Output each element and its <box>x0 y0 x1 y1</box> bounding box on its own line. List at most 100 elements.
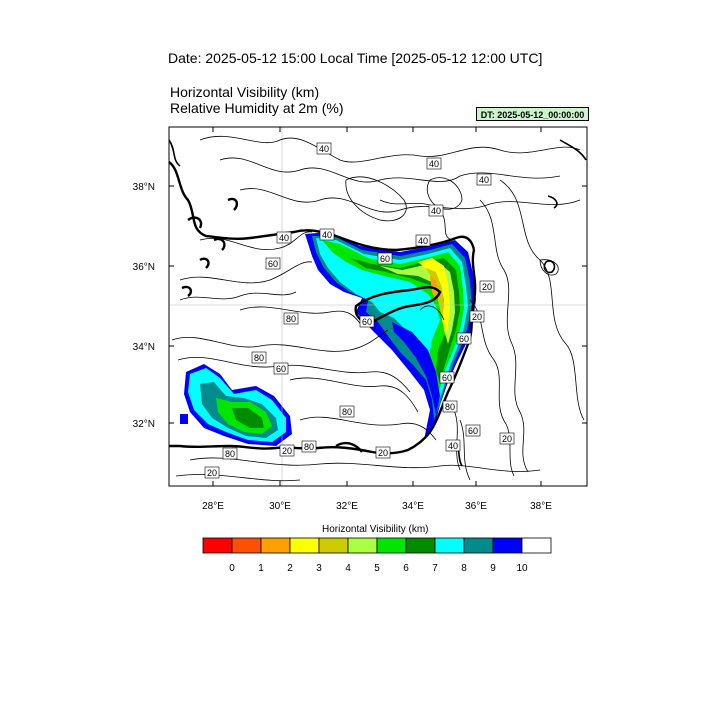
colorbar-box <box>260 537 291 554</box>
date-title: Date: 2025-05-12 15:00 Local Time [2025-… <box>168 50 543 66</box>
svg-text:60: 60 <box>380 254 390 264</box>
lon-label-28: 28°E <box>202 501 224 512</box>
contour-label: 40 <box>445 439 461 452</box>
contour-label: 40 <box>476 173 492 186</box>
lat-label-34: 34°N <box>133 342 155 353</box>
lat-label-32: 32°N <box>133 419 155 430</box>
contour-label: 60 <box>273 362 289 375</box>
contour-label: 20 <box>375 446 391 459</box>
lon-label-38: 38°E <box>530 501 552 512</box>
svg-text:40: 40 <box>279 233 289 243</box>
svg-text:80: 80 <box>304 442 314 452</box>
svg-text:40: 40 <box>429 159 439 169</box>
variable-title-humidity: Relative Humidity at 2m (%) <box>170 100 344 116</box>
contour-label: 80 <box>283 312 299 325</box>
svg-text:40: 40 <box>319 144 329 154</box>
colorbar-box <box>376 537 407 554</box>
colorbar-tick-label: 2 <box>287 563 293 574</box>
colorbar-tick-label: 3 <box>316 563 322 574</box>
contour-label: 20 <box>469 310 485 323</box>
colorbar-box <box>318 537 349 554</box>
coastline-anatolia <box>169 161 476 252</box>
contour-label: 20 <box>204 466 220 479</box>
svg-text:40: 40 <box>448 441 458 451</box>
svg-text:60: 60 <box>268 259 278 269</box>
svg-text:60: 60 <box>468 426 478 436</box>
colorbar-tick-label: 1 <box>258 563 264 574</box>
variable-title-visibility: Horizontal Visibility (km) <box>170 84 320 100</box>
colorbar-tick-label: 4 <box>345 563 351 574</box>
contour-label: 80 <box>339 405 355 418</box>
lon-label-30: 30°E <box>269 501 291 512</box>
lon-label-34: 34°E <box>402 501 424 512</box>
contour-label: 40 <box>415 234 431 247</box>
colorbar-box <box>463 537 494 554</box>
svg-text:40: 40 <box>322 230 332 240</box>
svg-text:20: 20 <box>207 468 217 478</box>
colorbar-tick-label: 6 <box>403 563 409 574</box>
colorbar-tick-label: 7 <box>432 563 438 574</box>
colorbar-box <box>231 537 262 554</box>
contour-label: 60 <box>439 371 455 384</box>
colorbar-box <box>405 537 436 554</box>
contour-label: 60 <box>465 424 481 437</box>
svg-text:20: 20 <box>378 448 388 458</box>
svg-text:60: 60 <box>442 373 452 383</box>
contour-label: 80 <box>301 440 317 453</box>
contour-label: 80 <box>251 351 267 364</box>
colorbar-box <box>347 537 378 554</box>
svg-text:20: 20 <box>472 312 482 322</box>
contour-label: 20 <box>479 280 495 293</box>
contour-label: 60 <box>359 315 375 328</box>
coastline-details <box>169 139 587 467</box>
colorbar-box <box>289 537 320 554</box>
lon-label-36: 36°E <box>465 501 487 512</box>
colorbar: 0 1 2 3 4 5 6 7 8 9 10 <box>202 537 552 574</box>
vis-darkgreen-band <box>350 258 460 384</box>
contour-label: 60 <box>456 332 472 345</box>
svg-text:60: 60 <box>459 334 469 344</box>
colorbar-box <box>521 537 552 554</box>
svg-text:20: 20 <box>482 282 492 292</box>
colorbar-tick-label: 0 <box>229 563 235 574</box>
colorbar-boxes <box>202 537 552 554</box>
map-plot-area <box>169 127 587 486</box>
svg-text:80: 80 <box>225 449 235 459</box>
lat-label-38: 38°N <box>133 182 155 193</box>
axis-ticks <box>169 127 587 486</box>
contour-label: 20 <box>279 444 295 457</box>
coastline-nile-delta <box>335 441 363 453</box>
vis-west-spot <box>180 414 188 424</box>
longitude-labels: 28°E 30°E 32°E 34°E 36°E 38°E <box>202 501 552 512</box>
svg-text:40: 40 <box>479 175 489 185</box>
map-frame <box>168 126 588 487</box>
svg-text:20: 20 <box>282 446 292 456</box>
visibility-shading <box>180 232 476 446</box>
contour-label: 40 <box>319 228 335 241</box>
coastline-egypt-libya <box>169 444 373 454</box>
colorbar-tick-labels: 0 1 2 3 4 5 6 7 8 9 10 <box>229 563 528 574</box>
colorbar-tick-label: 9 <box>490 563 496 574</box>
contour-label: 60 <box>377 252 393 265</box>
colorbar-tick-label: 5 <box>374 563 380 574</box>
vis-olive-band <box>426 268 444 318</box>
latitude-labels: 38°N 36°N 34°N 32°N <box>133 182 155 430</box>
humidity-contours <box>171 135 585 482</box>
contour-label: 80 <box>442 400 458 413</box>
lon-label-32: 32°E <box>336 501 358 512</box>
vis-blue-inland <box>392 322 440 414</box>
contour-label: 40 <box>428 204 444 217</box>
svg-text:60: 60 <box>276 364 286 374</box>
contour-label: 20 <box>499 432 515 445</box>
colorbar-box <box>434 537 465 554</box>
colorbar-tick-label: 8 <box>461 563 467 574</box>
contour-label: 60 <box>265 257 281 270</box>
colorbar-box <box>492 537 523 554</box>
colorbar-tick-label: 10 <box>516 563 528 574</box>
contour-label-group: 40 40 40 40 40 40 40 60 60 60 80 80 60 2… <box>204 142 515 479</box>
dt-badge: DT: 2025-05-12_00:00:00 <box>476 107 589 121</box>
svg-text:40: 40 <box>431 206 441 216</box>
colorbar-box <box>202 537 233 554</box>
svg-text:80: 80 <box>342 407 352 417</box>
